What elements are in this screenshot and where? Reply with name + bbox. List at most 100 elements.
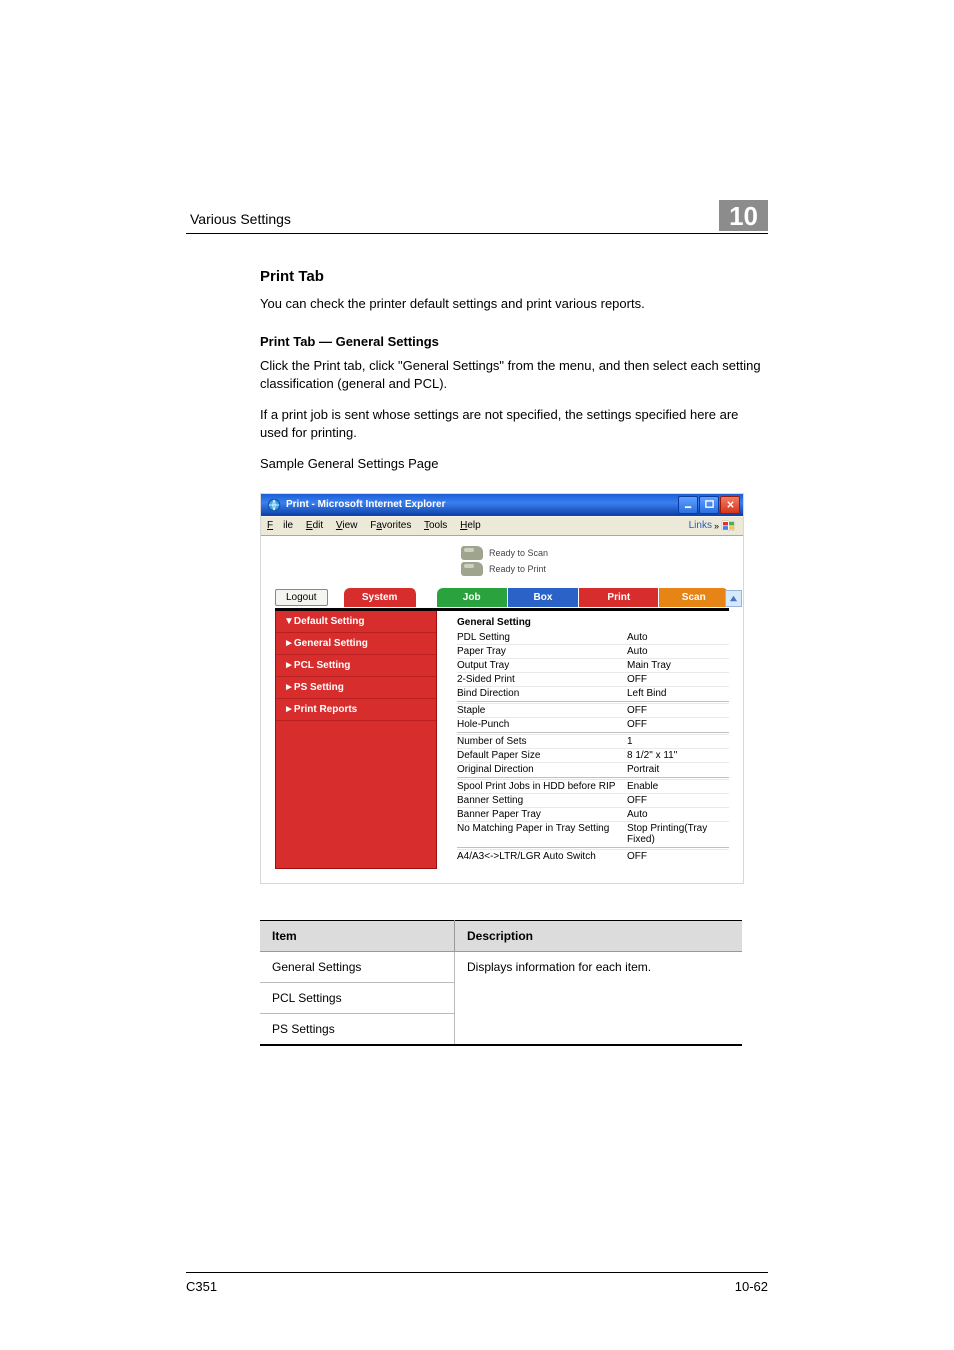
panel-row-value: OFF (627, 795, 729, 806)
panel-row: 2-Sided PrintOFF (457, 672, 729, 686)
panel-row-label: Output Tray (457, 660, 627, 671)
panel-row-value: OFF (627, 851, 729, 862)
panel-row: Paper TrayAuto (457, 644, 729, 658)
panel-row-label: Bind Direction (457, 688, 627, 699)
page-header: Various Settings 10 (186, 200, 768, 234)
page-footer: C351 10-62 (186, 1272, 768, 1294)
panel-row-label: Number of Sets (457, 736, 627, 747)
ie-menubar: File Edit View Favorites Tools Help Link… (261, 516, 743, 536)
paragraph-sample-caption: Sample General Settings Page (260, 455, 768, 473)
panel-row: No Matching Paper in Tray SettingStop Pr… (457, 821, 729, 846)
paragraph-instructions: Click the Print tab, click "General Sett… (260, 357, 768, 392)
tab-system[interactable]: System (344, 588, 417, 607)
status-scan-text: Ready to Scan (489, 548, 548, 558)
panel-row-value: OFF (627, 719, 729, 730)
menu-left: File Edit View Favorites Tools Help (267, 520, 491, 531)
panel-row-label: No Matching Paper in Tray Setting (457, 823, 627, 845)
panel-row-label: Default Paper Size (457, 750, 627, 761)
footer-left: C351 (186, 1279, 217, 1294)
item-description-table: Item Description General Settings Displa… (260, 920, 742, 1046)
menu-help[interactable]: Help (460, 520, 481, 531)
sidebar-item-default-setting[interactable]: ▼Default Setting (276, 611, 436, 633)
th-item: Item (260, 920, 455, 951)
panel-row: Banner SettingOFF (457, 793, 729, 807)
status-block: Ready to Scan Ready to Print (461, 546, 743, 576)
ie-window-title: Print - Microsoft Internet Explorer (286, 499, 445, 510)
sidebar-item-pcl-setting[interactable]: ►PCL Setting (276, 655, 436, 677)
scanner-icon (461, 546, 483, 560)
menu-right: Links » (689, 519, 737, 533)
status-row-scan: Ready to Scan (461, 546, 743, 560)
td-item: PCL Settings (260, 982, 455, 1013)
panel-divider (457, 777, 729, 778)
td-description: Displays information for each item. (455, 951, 743, 1045)
sidebar-item-print-reports[interactable]: ►Print Reports (276, 699, 436, 721)
table-row: General Settings Displays information fo… (260, 951, 742, 982)
window-buttons (678, 496, 740, 514)
panel-row-value: Auto (627, 809, 729, 820)
web-columns: ▼Default Setting ►General Setting ►PCL S… (275, 611, 729, 869)
panel-row: PDL SettingAuto (457, 631, 729, 644)
close-button[interactable] (720, 496, 740, 514)
ie-logo-icon (267, 498, 281, 512)
tab-print[interactable]: Print (579, 588, 659, 607)
tab-box[interactable]: Box (508, 588, 579, 607)
panel-divider (457, 847, 729, 848)
heading-general-settings: Print Tab — General Settings (260, 334, 768, 349)
panel-row: Bind DirectionLeft Bind (457, 686, 729, 700)
sidebar-item-ps-setting[interactable]: ►PS Setting (276, 677, 436, 699)
panel-row-value: Stop Printing(Tray Fixed) (627, 823, 729, 845)
td-item: General Settings (260, 951, 455, 982)
panel-row: Hole-PunchOFF (457, 717, 729, 731)
panel-divider (457, 701, 729, 702)
sidebar: ▼Default Setting ►General Setting ►PCL S… (275, 611, 437, 869)
menu-edit[interactable]: Edit (306, 520, 323, 531)
panel-row-value: Left Bind (627, 688, 729, 699)
panel-row-label: Paper Tray (457, 646, 627, 657)
scroll-up-button[interactable] (725, 590, 742, 607)
screenshot-ie-window: Print - Microsoft Internet Explorer File… (260, 493, 744, 884)
menu-view[interactable]: View (336, 520, 358, 531)
chevrons-icon[interactable]: » (714, 521, 719, 531)
links-label[interactable]: Links (689, 520, 712, 531)
panel-row: StapleOFF (457, 703, 729, 717)
panel-row-label: Banner Paper Tray (457, 809, 627, 820)
table-head-row: Item Description (260, 920, 742, 951)
menu-favorites[interactable]: Favorites (370, 520, 411, 531)
paragraph-intro: You can check the printer default settin… (260, 295, 768, 313)
menu-file[interactable]: File (267, 520, 293, 531)
status-print-text: Ready to Print (489, 564, 546, 574)
panel-row-value: 1 (627, 736, 729, 747)
panel-row-label: Original Direction (457, 764, 627, 775)
panel-divider (457, 732, 729, 733)
panel-row-value: 8 1/2" x 11" (627, 750, 729, 761)
td-item: PS Settings (260, 1013, 455, 1045)
panel-row-value: Auto (627, 646, 729, 657)
sidebar-item-general-setting[interactable]: ►General Setting (276, 633, 436, 655)
panel-row-label: 2-Sided Print (457, 674, 627, 685)
panel-row: Output TrayMain Tray (457, 658, 729, 672)
minimize-button[interactable] (678, 496, 698, 514)
panel-row-value: Main Tray (627, 660, 729, 671)
logout-button[interactable]: Logout (275, 589, 328, 606)
panel-row-label: Spool Print Jobs in HDD before RIP (457, 781, 627, 792)
main-pane: General Setting PDL SettingAutoPaper Tra… (437, 611, 729, 869)
panel-row-label: PDL Setting (457, 632, 627, 643)
tab-scan[interactable]: Scan (659, 588, 729, 607)
panel-row: A4/A3<->LTR/LGR Auto SwitchOFF (457, 849, 729, 863)
paragraph-note: If a print job is sent whose settings ar… (260, 406, 768, 441)
panel-row-value: Portrait (627, 764, 729, 775)
windows-flag-icon[interactable] (721, 519, 737, 533)
nav-tabs-row: Logout System Job Box Print Scan (275, 588, 729, 607)
status-row-print: Ready to Print (461, 562, 743, 576)
panel-title: General Setting (457, 617, 729, 628)
header-section-title: Various Settings (186, 211, 291, 231)
heading-print-tab: Print Tab (260, 268, 768, 285)
panel-row: Spool Print Jobs in HDD before RIPEnable (457, 779, 729, 793)
tab-job[interactable]: Job (437, 588, 508, 607)
maximize-button[interactable] (699, 496, 719, 514)
page: Various Settings 10 Print Tab You can ch… (0, 0, 954, 1350)
menu-tools[interactable]: Tools (424, 520, 447, 531)
chapter-number: 10 (719, 200, 768, 231)
web-body: Ready to Scan Ready to Print Logout Syst… (261, 536, 743, 883)
